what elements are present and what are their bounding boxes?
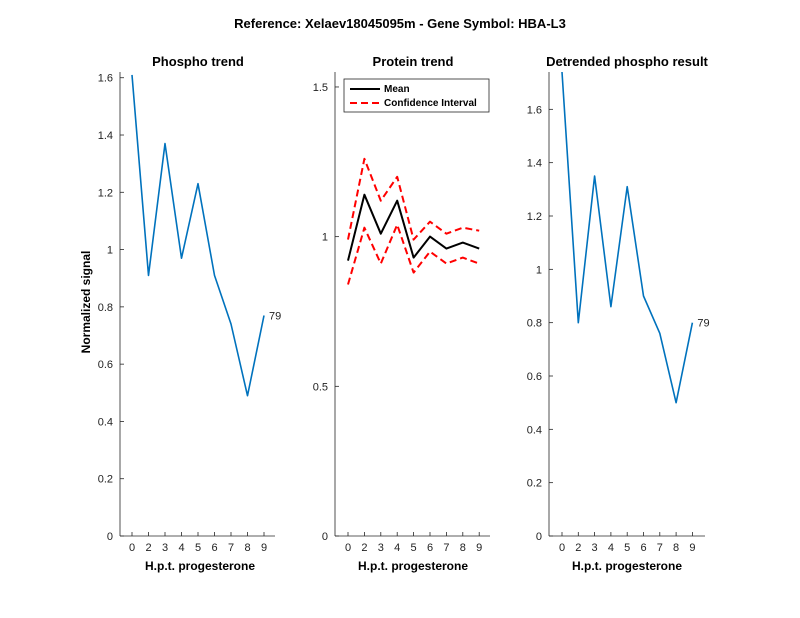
x-tick-label: 5 <box>411 542 417 554</box>
detrended-phospho-panel: Detrended phospho result H.p.t. progeste… <box>527 54 710 573</box>
legend-ci-label: Confidence Interval <box>384 98 477 109</box>
protein-trend-panel: Protein trend H.p.t. progesterone 0 0.5 1 1… <box>313 54 490 573</box>
end-label: 79 <box>697 318 709 330</box>
protein-trend-plot-area: 00.511.50 2 3 4 5 6 7 8 9 <box>313 72 490 554</box>
x-tick-label: 4 <box>608 542 614 554</box>
x-tick-label: 9 <box>476 542 482 554</box>
y-tick-label: 1 <box>107 245 113 257</box>
x-tick-label: 7 <box>228 542 234 554</box>
x-tick-label: 8 <box>460 542 466 554</box>
x-tick-label: 3 <box>162 542 168 554</box>
y-tick-label: 0.2 <box>527 478 542 490</box>
y-tick-label: 1.6 <box>527 104 542 116</box>
x-tick-label: 5 <box>195 542 201 554</box>
y-tick-label: 0.4 <box>527 424 542 436</box>
detrended-phospho-plot-area: 00.20.40.60.811.21.41.60 2 3 4 5 6 7 8 979 <box>527 71 710 554</box>
phospho-trend-xlabel: H.p.t. progesterone <box>145 559 255 573</box>
x-tick-label: 8 <box>673 542 679 554</box>
end-label: 79 <box>269 310 281 322</box>
x-tick-label: 7 <box>657 542 663 554</box>
x-tick-label: 3 <box>592 542 598 554</box>
protein-trend-xlabel: H.p.t. progesterone <box>358 559 468 573</box>
x-tick-label: 3 <box>378 542 384 554</box>
x-tick-label: 6 <box>427 542 433 554</box>
phospho-trend-line <box>131 74 265 397</box>
phospho-trend-plot-area: 00.20.40.60.811.21.41.60 2 3 4 5 6 7 8 979 <box>98 72 281 554</box>
y-tick-label: 1.4 <box>527 158 542 170</box>
legend-mean-label: Mean <box>384 84 410 95</box>
y-tick-label: 0.2 <box>98 474 113 486</box>
phospho-trend-panel: Phospho trend H.p.t. progesterone Normal… <box>79 54 281 573</box>
x-tick-label: 4 <box>178 542 184 554</box>
y-tick-label: 0 <box>536 531 542 543</box>
y-tick-label: 0.6 <box>98 359 113 371</box>
legend-box <box>343 78 490 113</box>
protein-ci-lower-line <box>347 223 480 285</box>
phospho-trend-title: Phospho trend <box>152 54 244 69</box>
x-tick-label: 2 <box>575 542 581 554</box>
y-tick-label: 1 <box>322 232 328 244</box>
y-tick-label: 1 <box>536 264 542 276</box>
x-tick-label: 8 <box>244 542 250 554</box>
detrended-phospho-line <box>561 71 694 404</box>
x-tick-label: 2 <box>145 542 151 554</box>
protein-mean-line <box>347 193 480 261</box>
phospho-trend-ylabel: Normalized signal <box>79 251 93 354</box>
y-tick-label: 1.2 <box>527 211 542 223</box>
y-tick-label: 1.2 <box>98 187 113 199</box>
detrended-phospho-xlabel: H.p.t. progesterone <box>572 559 682 573</box>
y-tick-label: 0 <box>322 531 328 543</box>
x-tick-label: 5 <box>624 542 630 554</box>
x-tick-label: 0 <box>345 542 351 554</box>
y-tick-label: 0.8 <box>98 302 113 314</box>
y-tick-label: 0.5 <box>313 381 328 393</box>
y-tick-label: 0.6 <box>527 371 542 383</box>
x-tick-label: 0 <box>559 542 565 554</box>
x-tick-label: 0 <box>129 542 135 554</box>
x-tick-label: 6 <box>640 542 646 554</box>
x-tick-label: 9 <box>689 542 695 554</box>
x-tick-label: 2 <box>361 542 367 554</box>
y-tick-label: 1.5 <box>313 82 328 94</box>
figure-title: Reference: Xelaev18045095m - Gene Symbol… <box>234 16 566 31</box>
protein-trend-title: Protein trend <box>373 54 454 69</box>
y-tick-label: 0.8 <box>527 318 542 330</box>
x-tick-label: 9 <box>261 542 267 554</box>
y-tick-label: 1.4 <box>98 130 113 142</box>
x-tick-label: 7 <box>443 542 449 554</box>
y-tick-label: 1.6 <box>98 73 113 85</box>
y-tick-label: 0 <box>107 531 113 543</box>
y-tick-label: 0.4 <box>98 416 113 428</box>
x-tick-label: 4 <box>394 542 400 554</box>
protein-ci-upper-line <box>347 157 480 241</box>
detrended-phospho-title: Detrended phospho result <box>546 54 708 69</box>
x-tick-label: 6 <box>211 542 217 554</box>
protein-trend-legend: Mean Confidence Interval <box>343 78 490 113</box>
